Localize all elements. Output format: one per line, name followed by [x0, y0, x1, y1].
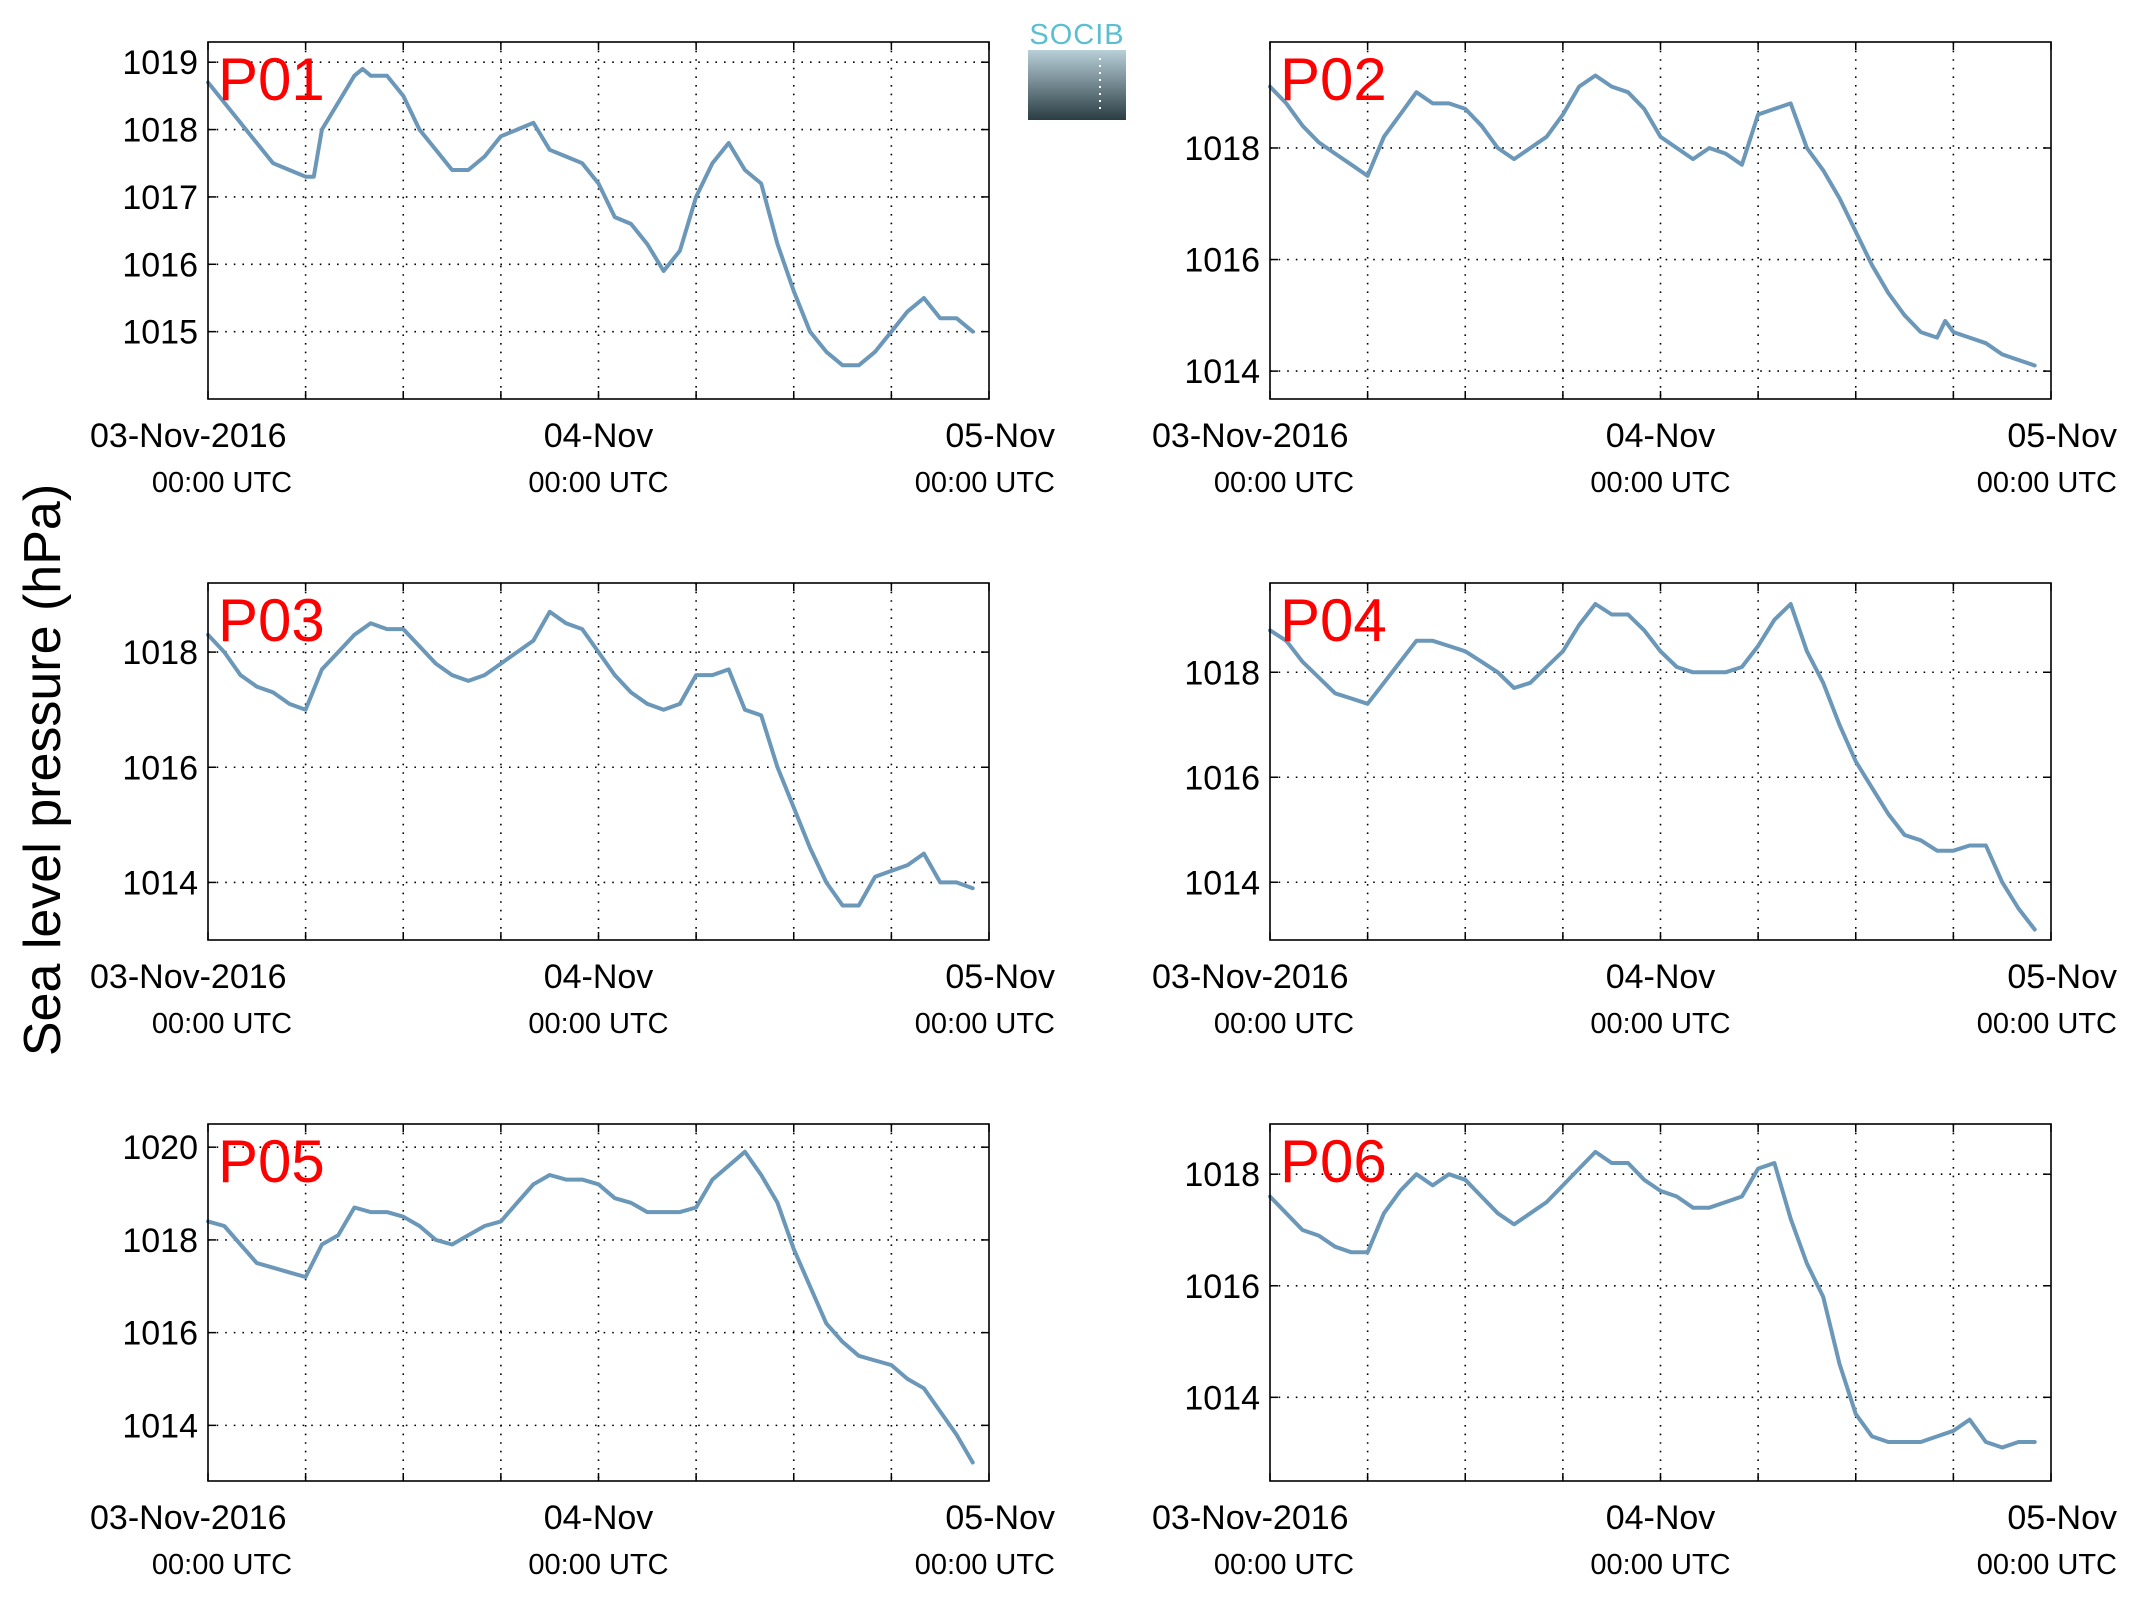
x-tick-label: 03-Nov-2016 [1152, 417, 1349, 455]
y-tick-label: 1014 [1184, 1379, 1260, 1417]
series-line [1268, 73, 2037, 368]
panel-p06: 1014 1016 1018 P06 03-Nov-2016 00:00 UTC 04-No… [1152, 1123, 2117, 1581]
y-axis-label: Sea level pressure (hPa) [14, 484, 72, 1056]
y-tick-label: 1020 [122, 1129, 198, 1167]
plot-frame [207, 41, 990, 400]
x-tick-sublabel: 00:00 UTC [528, 1008, 668, 1040]
x-tick-sublabel: 00:00 UTC [1214, 1549, 1354, 1581]
x-tick-label: 04-Nov [544, 1499, 654, 1537]
x-tick-sublabel: 00:00 UTC [1590, 1549, 1730, 1581]
y-tick-label: 1015 [122, 314, 198, 352]
series-line [1268, 1149, 2037, 1450]
x-tick-sublabel: 00:00 UTC [152, 1549, 292, 1581]
x-tick-sublabel: 00:00 UTC [1214, 467, 1354, 499]
x-tick-label: 05-Nov [945, 1499, 1055, 1537]
y-tick-label: 1016 [1184, 1268, 1260, 1306]
x-tick-label: 03-Nov-2016 [90, 417, 287, 455]
x-tick-label: 03-Nov-2016 [1152, 1499, 1349, 1537]
socib-logo: SOCIB [1028, 19, 1126, 120]
x-tick-sublabel: 00:00 UTC [1214, 1008, 1354, 1040]
series-line [206, 66, 975, 368]
x-tick-sublabel: 00:00 UTC [528, 1549, 668, 1581]
x-tick-sublabel: 00:00 UTC [1977, 1549, 2117, 1581]
plot-frame [1269, 1123, 2052, 1482]
y-tick-label: 1017 [122, 179, 198, 217]
y-tick-label: 1014 [1184, 353, 1260, 391]
x-tick-label: 05-Nov [2007, 1499, 2117, 1537]
y-tick-label: 1016 [1184, 759, 1260, 797]
x-tick-sublabel: 00:00 UTC [152, 1008, 292, 1040]
panel-label: P06 [1280, 1128, 1387, 1195]
x-tick-sublabel: 00:00 UTC [152, 467, 292, 499]
x-tick-label: 04-Nov [544, 958, 654, 996]
y-tick-label: 1016 [122, 749, 198, 787]
x-tick-label: 04-Nov [1606, 1499, 1716, 1537]
panel-p03: 1014 1016 1018 P03 03-Nov-2016 00:00 UTC 04-No… [90, 582, 1055, 1040]
panel-label: P01 [218, 46, 325, 113]
panel-label: P05 [218, 1128, 325, 1195]
y-tick-label: 1014 [122, 1407, 198, 1445]
panel-label: P03 [218, 587, 325, 654]
y-tick-label: 1016 [122, 246, 198, 284]
x-tick-label: 04-Nov [544, 417, 654, 455]
x-tick-label: 03-Nov-2016 [1152, 958, 1349, 996]
x-tick-sublabel: 00:00 UTC [1590, 467, 1730, 499]
y-tick-label: 1018 [122, 1222, 198, 1260]
x-tick-label: 05-Nov [945, 958, 1055, 996]
series-line [206, 1149, 975, 1465]
panel-p04: 1014 1016 1018 P04 03-Nov-2016 00:00 UTC 04-No… [1152, 582, 2117, 1040]
plot-frame [207, 1123, 990, 1482]
logo-block [1028, 50, 1126, 120]
y-tick-label: 1018 [122, 634, 198, 672]
plot-frame [207, 582, 990, 941]
x-tick-sublabel: 00:00 UTC [1977, 1008, 2117, 1040]
plot-frame [1269, 582, 2052, 941]
y-tick-label: 1016 [122, 1315, 198, 1353]
x-tick-sublabel: 00:00 UTC [1590, 1008, 1730, 1040]
x-tick-sublabel: 00:00 UTC [915, 1549, 1055, 1581]
logo-text: SOCIB [1029, 19, 1124, 51]
panel-p02: 1014 1016 1018 P02 03-Nov-2016 00:00 UTC 04-No… [1152, 41, 2117, 499]
x-tick-label: 05-Nov [945, 417, 1055, 455]
x-tick-sublabel: 00:00 UTC [528, 467, 668, 499]
series-line [1268, 602, 2037, 932]
y-tick-label: 1018 [122, 112, 198, 150]
series-line [206, 609, 975, 908]
x-tick-label: 05-Nov [2007, 417, 2117, 455]
x-tick-label: 03-Nov-2016 [90, 1499, 287, 1537]
panel-label: P02 [1280, 46, 1387, 113]
panel-p01: 1015 1016 1017 1018 1019 P01 03-Nov-2016 00:00 … [90, 41, 1055, 499]
y-tick-label: 1014 [122, 864, 198, 902]
y-tick-label: 1014 [1184, 864, 1260, 902]
x-tick-label: 03-Nov-2016 [90, 958, 287, 996]
x-tick-label: 04-Nov [1606, 417, 1716, 455]
plot-frame [1269, 41, 2052, 400]
x-tick-sublabel: 00:00 UTC [915, 1008, 1055, 1040]
panel-label: P04 [1280, 587, 1387, 654]
y-tick-label: 1016 [1184, 242, 1260, 280]
y-tick-label: 1018 [1184, 1156, 1260, 1194]
panel-p05: 1014 1016 1018 1020 P05 03-Nov-2016 00:00 UTC 0… [90, 1123, 1055, 1581]
x-tick-sublabel: 00:00 UTC [1977, 467, 2117, 499]
x-tick-label: 04-Nov [1606, 958, 1716, 996]
y-tick-label: 1019 [122, 44, 198, 82]
x-tick-label: 05-Nov [2007, 958, 2117, 996]
x-tick-sublabel: 00:00 UTC [915, 467, 1055, 499]
y-tick-label: 1018 [1184, 654, 1260, 692]
y-tick-label: 1018 [1184, 130, 1260, 168]
